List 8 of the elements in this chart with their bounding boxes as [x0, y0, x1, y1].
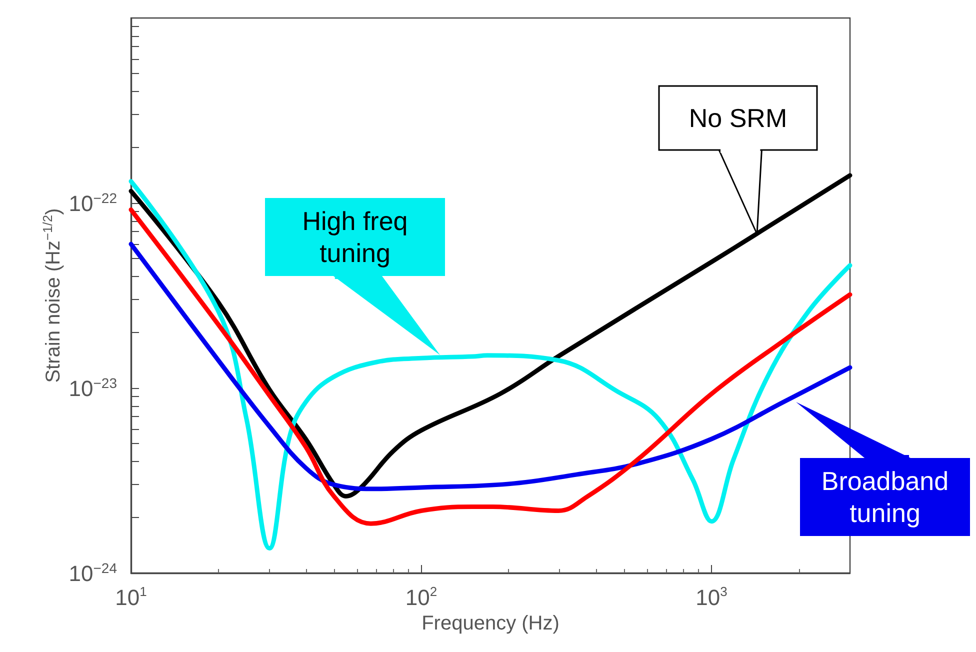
- annotation: Broadband tuning: [821, 466, 949, 528]
- annotation: No SRM: [688, 103, 788, 133]
- annotation: High freq tuning: [302, 206, 408, 268]
- y-tick-label: 10$^{−22}$: [68, 190, 118, 216]
- y-tick-label: 10$^{−23}$: [68, 375, 118, 401]
- y-axis-title: Strain noise (Hz−1/2): [40, 208, 64, 383]
- x-axis-title: Frequency (Hz): [422, 612, 560, 634]
- y-tick-label: 10$^{−24}$: [68, 560, 118, 586]
